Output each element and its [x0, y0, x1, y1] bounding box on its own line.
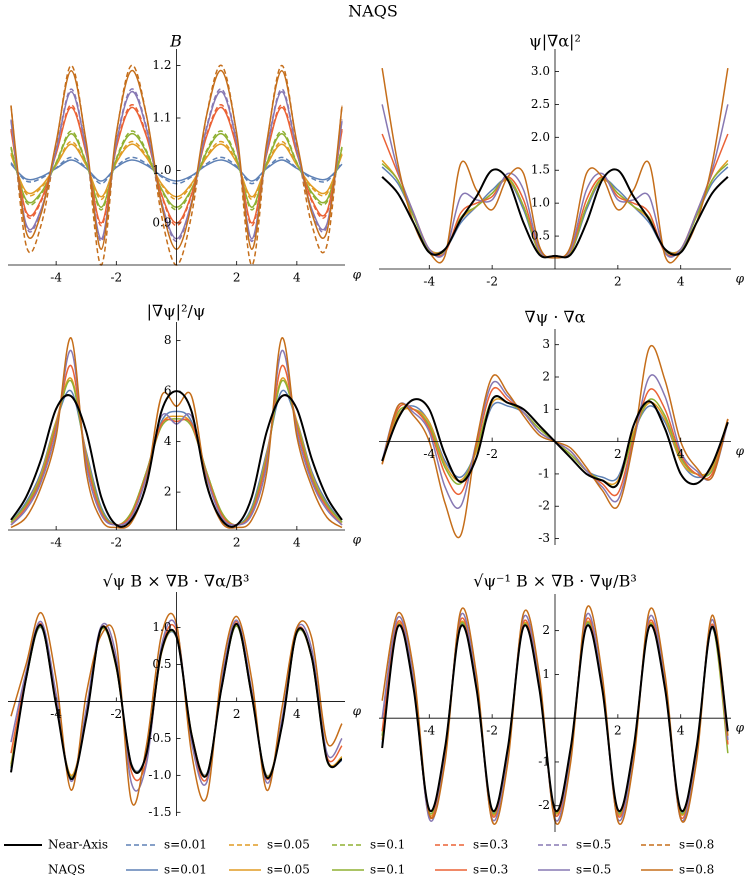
legend-label: s=0.8	[679, 838, 714, 852]
chart-title: √ψ B × ∇B · ∇α/B³	[103, 572, 250, 591]
y-tick-label: 1	[542, 402, 550, 416]
chart-title: |∇ψ|²/ψ	[147, 302, 206, 321]
x-axis-label: φ	[736, 721, 745, 735]
legend-row-label: Near-Axis	[48, 838, 108, 852]
x-tick-label: -4	[423, 275, 435, 289]
series-line	[10, 612, 343, 806]
y-tick-label: 1.0	[531, 196, 550, 210]
x-tick-label: 4	[293, 536, 301, 550]
x-tick-label: -4	[50, 271, 62, 285]
y-tick-label: -1	[538, 754, 550, 768]
chart-title: ψ|∇α|²	[529, 32, 581, 51]
x-tick-label: -2	[110, 707, 122, 721]
y-tick-label: 2.5	[531, 97, 550, 111]
x-tick-label: -4	[423, 447, 435, 461]
y-tick-label: 1.0	[152, 620, 171, 634]
y-tick-label: 2	[542, 370, 550, 384]
y-tick-label: -1.5	[148, 805, 171, 819]
x-tick-label: 4	[677, 275, 685, 289]
x-tick-label: -4	[50, 536, 62, 550]
y-tick-label: 2	[542, 623, 550, 637]
legend-label: s=0.8	[679, 863, 714, 877]
chart-title: B	[169, 32, 182, 51]
y-tick-label: -3	[538, 531, 550, 545]
x-tick-label: 2	[614, 447, 622, 461]
y-tick-label: 3	[542, 337, 550, 351]
y-tick-label: -1	[538, 466, 550, 480]
y-tick-label: -0.5	[148, 731, 171, 745]
x-tick-label: 4	[677, 447, 685, 461]
y-tick-label: 3.0	[531, 64, 550, 78]
x-tick-label: -2	[110, 536, 122, 550]
x-tick-label: -2	[486, 447, 498, 461]
y-tick-label: -2	[538, 499, 550, 513]
y-tick-label: 2.0	[531, 130, 550, 144]
legend-label: s=0.01	[164, 838, 207, 852]
x-axis-label: φ	[353, 533, 362, 547]
x-axis-label: φ	[353, 268, 362, 282]
x-axis-label: φ	[736, 444, 745, 458]
legend-label: s=0.1	[370, 863, 405, 877]
legend-label: s=0.01	[164, 863, 207, 877]
x-tick-label: 2	[233, 271, 241, 285]
y-tick-label: 0.5	[531, 229, 550, 243]
legend-label: s=0.05	[267, 863, 310, 877]
x-tick-label: 4	[293, 707, 301, 721]
x-tick-label: 2	[614, 275, 622, 289]
y-tick-label: 1.2	[152, 58, 171, 72]
chart-title: √ψ⁻¹ B × ∇B · ∇ψ/B³	[473, 572, 637, 591]
chart-title: ∇ψ · ∇α	[525, 308, 586, 327]
x-tick-label: 2	[233, 536, 241, 550]
x-tick-label: 4	[293, 271, 301, 285]
y-tick-label: 0.9	[152, 216, 171, 230]
y-tick-label: 1.5	[531, 163, 550, 177]
x-tick-label: 2	[233, 707, 241, 721]
x-tick-label: 2	[614, 724, 622, 738]
legend-label: s=0.1	[370, 838, 405, 852]
y-tick-label: 6	[164, 384, 172, 398]
x-tick-label: -2	[486, 724, 498, 738]
x-axis-label: φ	[353, 704, 362, 718]
legend-label: s=0.5	[576, 838, 611, 852]
y-tick-label: 8	[164, 333, 172, 347]
y-tick-label: 2	[164, 485, 172, 499]
y-tick-label: 1.0	[152, 163, 171, 177]
legend-label: s=0.3	[473, 863, 508, 877]
x-tick-label: -2	[110, 271, 122, 285]
legend-row-label: NAQS	[48, 863, 85, 877]
figure-title: NAQS	[348, 2, 398, 21]
legend-label: s=0.05	[267, 838, 310, 852]
y-tick-label: 1.1	[152, 111, 171, 125]
x-tick-label: -4	[50, 707, 62, 721]
y-tick-label: 1	[542, 667, 550, 681]
x-tick-label: -4	[423, 724, 435, 738]
x-axis-label: φ	[736, 272, 745, 286]
x-tick-label: 4	[677, 724, 685, 738]
y-tick-label: -2	[538, 798, 550, 812]
legend-label: s=0.3	[473, 838, 508, 852]
x-tick-label: -2	[486, 275, 498, 289]
y-tick-label: -1.0	[148, 768, 171, 782]
y-tick-label: 4	[164, 434, 172, 448]
y-tick-label: 0.5	[152, 657, 171, 671]
legend-label: s=0.5	[576, 863, 611, 877]
